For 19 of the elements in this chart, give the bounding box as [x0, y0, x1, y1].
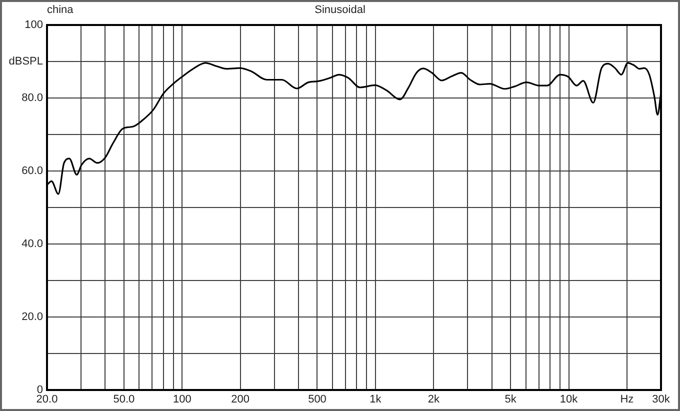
x-tick-label: 500: [308, 394, 326, 406]
x-tick-label: 200: [231, 394, 250, 406]
y-tick-label: 60.0: [22, 165, 43, 178]
x-tick-label: 2k: [428, 394, 440, 406]
x-tick-label: 20.0: [36, 394, 58, 406]
text: china: [47, 4, 74, 16]
x-tick-label: 50.0: [113, 394, 135, 406]
x-tick-label: 10k: [560, 394, 578, 406]
x-tick-label: 1k: [370, 394, 382, 406]
x-tick-label: Hz: [620, 394, 634, 406]
y-tick-label: 20.0: [22, 311, 43, 324]
y-tick-label: 100: [24, 19, 43, 32]
y-tick-label: 40.0: [22, 238, 43, 250]
y-tick-label: dBSPL: [8, 56, 43, 68]
x-tick-label: 5k: [504, 394, 517, 406]
x-tick-label: 100: [172, 394, 192, 406]
chart-title: Sinusoidal: [314, 4, 366, 16]
x-tick-label: 30k: [652, 394, 670, 406]
y-tick-label: 80.0: [22, 92, 43, 104]
